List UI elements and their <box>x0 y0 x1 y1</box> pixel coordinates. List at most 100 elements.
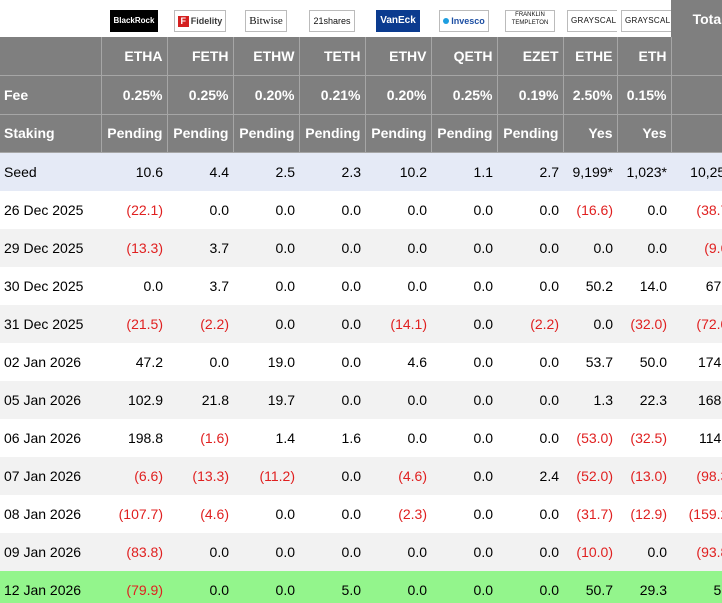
flow-cell: 22.3 <box>617 380 671 419</box>
flow-cell: 0.0 <box>431 266 497 305</box>
flow-cell: 4.6 <box>365 342 431 381</box>
staking-value: Pending <box>299 114 366 153</box>
corner-cell <box>0 0 101 37</box>
flow-cell: 0.0 <box>617 228 671 267</box>
table-row: Seed 10.6 4.4 2.5 2.3 10.2 1.1 2.7 9,199* 1,023* 1… <box>0 152 722 191</box>
row-date-label: 30 Dec 2025 <box>0 266 101 305</box>
flow-cell: 2.4 <box>497 456 563 495</box>
flow-cell: 0.0 <box>431 494 497 533</box>
row-total-cell: (93.8) <box>671 532 722 571</box>
grayscale-logo: GRAYSCALE <box>567 9 617 32</box>
row-total-cell: 10,255 <box>671 152 722 191</box>
fidelity-logo-text: Fidelity <box>190 15 223 26</box>
flow-cell: 0.0 <box>233 494 299 533</box>
21shares-logo: 21shares <box>309 9 355 32</box>
flow-cell: 29.3 <box>617 570 671 603</box>
vaneck-logo: VanEck <box>376 9 420 32</box>
row-total-cell: 174.5 <box>671 342 722 381</box>
ticker-header: ETHA <box>101 37 168 76</box>
flow-cell: (21.5) <box>101 304 167 343</box>
flow-cell: 0.0 <box>431 342 497 381</box>
fee-value: 0.25% <box>101 75 168 115</box>
flow-cell: 0.0 <box>431 190 497 229</box>
flow-cell: 10.2 <box>365 152 431 191</box>
ticker-header: ETHE <box>563 37 618 76</box>
flow-cell: 0.0 <box>299 380 365 419</box>
ticker-header-row: ETHA FETH ETHW TETH ETHV QETH EZET ETHE ETH <box>0 37 722 76</box>
staking-value: Yes <box>617 114 672 153</box>
flow-cell: 0.0 <box>497 228 563 267</box>
flow-cell: (6.6) <box>101 456 167 495</box>
table-row: 07 Jan 2026 (6.6) (13.3) (11.2) 0.0 (4.6) 0.0 2… <box>0 456 722 495</box>
flow-cell: 9,199* <box>563 152 617 191</box>
flow-cell: (22.1) <box>101 190 167 229</box>
flow-cell: 0.0 <box>497 266 563 305</box>
flow-cell: 53.7 <box>563 342 617 381</box>
flow-cell: (83.8) <box>101 532 167 571</box>
table-row: 08 Jan 2026 (107.7) (4.6) 0.0 0.0 (2.3) 0.0 0.0… <box>0 494 722 533</box>
flow-cell: 0.0 <box>365 532 431 571</box>
flow-cell: 0.0 <box>299 532 365 571</box>
flow-cell: 0.0 <box>365 418 431 457</box>
row-date-label: 31 Dec 2025 <box>0 304 101 343</box>
total-column-header: Total <box>671 0 722 37</box>
flow-cell: (16.6) <box>563 190 617 229</box>
flow-cell: 3.7 <box>167 266 233 305</box>
bitwise-logo: Bitwise <box>245 9 287 32</box>
row-total-cell: 67.9 <box>671 266 722 305</box>
row-total-cell: (9.6) <box>671 228 722 267</box>
fee-label: Fee <box>0 75 102 115</box>
fee-total-blank <box>671 75 722 115</box>
flow-cell: (107.7) <box>101 494 167 533</box>
flow-cell: 1.6 <box>299 418 365 457</box>
flow-cell: 0.0 <box>299 228 365 267</box>
flow-cell: 0.0 <box>167 570 233 603</box>
flow-cell: (1.6) <box>167 418 233 457</box>
fee-value: 0.15% <box>617 75 672 115</box>
flow-cell: 0.0 <box>299 266 365 305</box>
row-date-label: Seed <box>0 152 101 191</box>
fee-value: 0.25% <box>167 75 234 115</box>
flow-cell: 0.0 <box>233 228 299 267</box>
ticker-header: ETHW <box>233 37 300 76</box>
flow-cell: 0.0 <box>497 570 563 603</box>
fee-value: 0.21% <box>299 75 366 115</box>
row-total-cell: 168.0 <box>671 380 722 419</box>
franklin-templeton-logo: FRANKLIN TEMPLETON <box>505 9 555 32</box>
flow-cell: 0.0 <box>617 190 671 229</box>
ticker-header: FETH <box>167 37 234 76</box>
flow-cell: 10.6 <box>101 152 167 191</box>
table-row: 06 Jan 2026 198.8 (1.6) 1.4 1.6 0.0 0.0 0.0 (53.… <box>0 418 722 457</box>
flow-cell: 47.2 <box>101 342 167 381</box>
table-row: 31 Dec 2025 (21.5) (2.2) 0.0 0.0 (14.1) 0.0 (2.… <box>0 304 722 343</box>
flow-cell: 0.0 <box>167 190 233 229</box>
fidelity-mark-icon: F <box>177 15 189 27</box>
table-row: 30 Dec 2025 0.0 3.7 0.0 0.0 0.0 0.0 0.0 50.2 14.0… <box>0 266 722 305</box>
staking-value: Yes <box>563 114 618 153</box>
staking-value: Pending <box>167 114 234 153</box>
flow-cell: 0.0 <box>365 266 431 305</box>
flow-cell: 0.0 <box>563 228 617 267</box>
fee-value: 2.50% <box>563 75 618 115</box>
row-date-label: 29 Dec 2025 <box>0 228 101 267</box>
flow-cell: (2.2) <box>167 304 233 343</box>
flow-cell: 0.0 <box>233 532 299 571</box>
flow-cell: (31.7) <box>563 494 617 533</box>
flow-cell: 0.0 <box>233 190 299 229</box>
ticker-header: EZET <box>497 37 564 76</box>
row-date-label: 09 Jan 2026 <box>0 532 101 571</box>
row-date-label: 05 Jan 2026 <box>0 380 101 419</box>
flow-cell: 198.8 <box>101 418 167 457</box>
blackrock-logo: BlackRock <box>109 9 159 32</box>
row-total-cell: 5.1 <box>671 570 722 603</box>
fee-value: 0.20% <box>365 75 432 115</box>
staking-value: Pending <box>431 114 498 153</box>
flow-cell: 0.0 <box>497 532 563 571</box>
row-total-cell: (72.0) <box>671 304 722 343</box>
flow-cell: 0.0 <box>497 418 563 457</box>
row-date-label: 26 Dec 2025 <box>0 190 101 229</box>
invesco-logo-text: Invesco <box>451 15 485 26</box>
grayscale-logo-2: GRAYSCALE <box>621 9 671 32</box>
ticker-header: QETH <box>431 37 498 76</box>
flow-cell: 2.5 <box>233 152 299 191</box>
